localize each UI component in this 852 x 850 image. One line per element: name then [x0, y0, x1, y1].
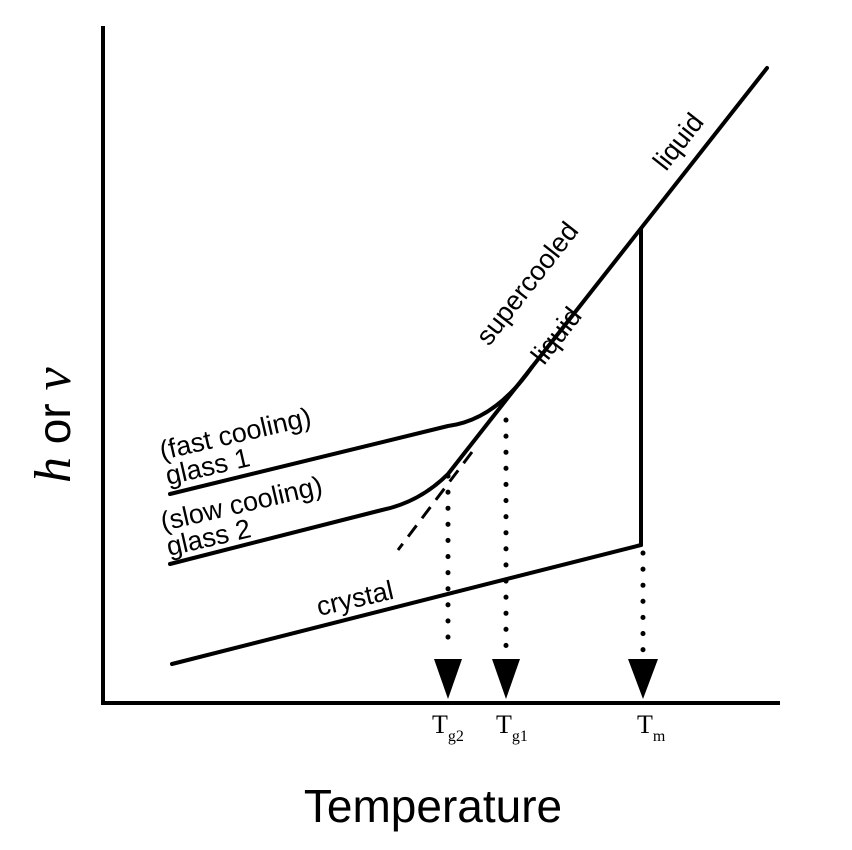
tg1-arrowhead	[492, 659, 520, 699]
supercooled-liquid-label: liquid	[525, 302, 587, 370]
liquid-line	[530, 66, 769, 369]
curve-labels: liquid supercooled liquid (fast cooling)…	[157, 108, 710, 622]
projection-lines	[445, 417, 646, 653]
crystal-line	[170, 543, 643, 666]
tg2-label: Tg2	[432, 710, 464, 745]
y-axis-title: h or v	[25, 367, 82, 483]
liquid-label: liquid	[647, 108, 709, 176]
axes	[101, 26, 780, 705]
tm-arrowhead	[628, 659, 658, 699]
tm-label: Tm	[637, 710, 666, 745]
tg1-label: Tg1	[496, 710, 528, 745]
arrowheads	[434, 659, 658, 699]
crystal-label: crystal	[314, 575, 397, 622]
temperature-markers: Tg2 Tg1 Tm	[432, 710, 666, 745]
x-axis-title: Temperature	[304, 780, 562, 832]
tg2-arrowhead	[434, 659, 462, 699]
glass2-extrapolation-dashed	[396, 451, 474, 551]
